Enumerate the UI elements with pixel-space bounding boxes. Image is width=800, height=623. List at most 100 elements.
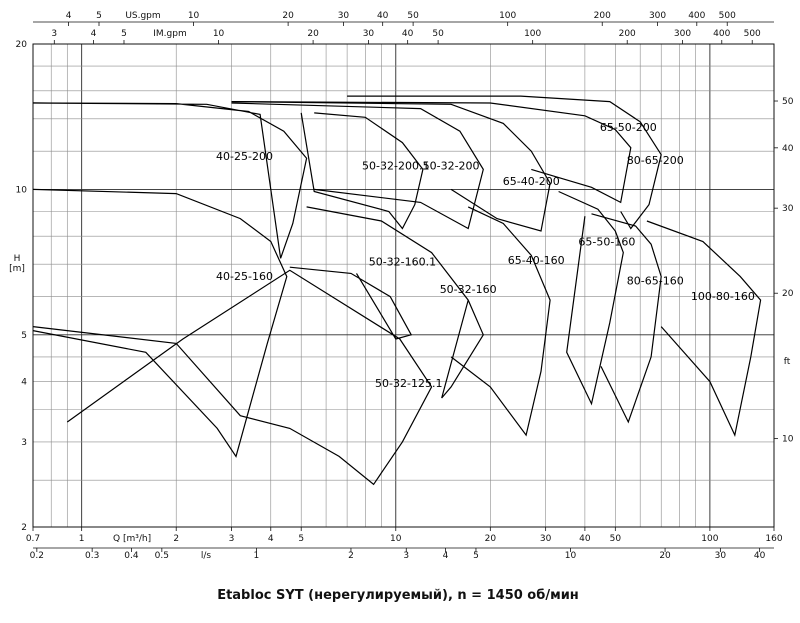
curve-labels: 40-25-200 40-25-160 50-32-125.1 50-32-160.1… bbox=[216, 121, 755, 390]
x-tick-label-imgpm: 10 bbox=[213, 29, 225, 39]
x-axis-label-m3h: Q [m³/h] bbox=[113, 534, 151, 544]
x-tick-label-m3h: 30 bbox=[540, 534, 552, 544]
curve-label-100-80-160: 100-80-160 bbox=[691, 290, 755, 303]
curve-65-40-200 bbox=[231, 101, 551, 232]
x-tick-label-ls: 3 bbox=[403, 551, 409, 561]
x-tick-label-usgpm: 10 bbox=[188, 11, 200, 21]
x-tick-label-ls: 2 bbox=[348, 551, 354, 561]
x-tick-label-usgpm: 5 bbox=[96, 11, 102, 21]
x-tick-label-ls: 0.3 bbox=[85, 551, 99, 561]
x-tick-label-usgpm: 400 bbox=[688, 11, 705, 21]
curve-label-80-65-160: 80-65-160 bbox=[627, 275, 684, 288]
x-tick-label-imgpm: 5 bbox=[121, 29, 127, 39]
x-tick-label-usgpm: 50 bbox=[407, 11, 419, 21]
x-tick-label-imgpm: 40 bbox=[402, 29, 414, 39]
curve-label-65-50-160: 65-50-160 bbox=[578, 236, 635, 249]
curve-65-50-200 bbox=[231, 101, 632, 204]
x-tick-label-imgpm: 400 bbox=[713, 29, 730, 39]
x-tick-label-imgpm: 30 bbox=[363, 29, 375, 39]
curve-label-80-65-200: 80-65-200 bbox=[627, 154, 684, 167]
x-tick-label-usgpm: 20 bbox=[282, 11, 294, 21]
curve-50-32-200 bbox=[231, 102, 484, 230]
curve-100-80-160 bbox=[646, 220, 762, 438]
x-tick-label-usgpm: 500 bbox=[719, 11, 736, 21]
curve-label-50-32-200: 50-32-200 bbox=[423, 159, 480, 172]
x-axis-label-ls: l/s bbox=[201, 551, 212, 561]
x-tick-label-usgpm: 4 bbox=[66, 11, 72, 21]
x-tick-label-usgpm: 200 bbox=[594, 11, 611, 21]
x-tick-label-m3h: 20 bbox=[485, 534, 497, 544]
x-tick-label-imgpm: 500 bbox=[744, 29, 761, 39]
x-tick-label-imgpm: 100 bbox=[524, 29, 541, 39]
plot-frame bbox=[32, 43, 775, 528]
curve-50-32-160.1 bbox=[289, 266, 413, 340]
x-tick-label-usgpm: 300 bbox=[649, 11, 666, 21]
curve-label-50-32-160: 50-32-160 bbox=[440, 283, 497, 296]
x-tick-label-m3h: 2 bbox=[173, 534, 179, 544]
x-tick-label-m3h: 10 bbox=[390, 534, 402, 544]
curve-80-65-160 bbox=[591, 213, 662, 424]
x-tick-label-ls: 5 bbox=[473, 551, 479, 561]
y-axis-label-h: H bbox=[14, 254, 21, 264]
curve-label-50-32-125.1: 50-32-125.1 bbox=[375, 377, 442, 390]
x-tick-label-imgpm: 50 bbox=[432, 29, 444, 39]
y-tick-label-ft: 30 bbox=[782, 204, 794, 214]
curve-65-50-160 bbox=[558, 190, 624, 406]
curve-label-40-25-200: 40-25-200 bbox=[216, 150, 273, 163]
y-tick-label-m: 4 bbox=[21, 378, 27, 388]
x-tick-label-usgpm: 40 bbox=[377, 11, 389, 21]
x-tick-label-ls: 40 bbox=[754, 551, 766, 561]
y-tick-label-m: 3 bbox=[21, 438, 27, 448]
x-axis-label-imgpm: IM.gpm bbox=[153, 29, 186, 39]
curve-50-32-160 bbox=[306, 206, 484, 399]
y-tick-label-ft: 10 bbox=[782, 435, 794, 445]
y-tick-label-m: 2 bbox=[21, 523, 27, 533]
curve-label-65-50-200: 65-50-200 bbox=[600, 121, 657, 134]
x-tick-label-ls: 10 bbox=[565, 551, 577, 561]
y-tick-label-m: 20 bbox=[16, 40, 28, 50]
y-tick-label-ft: 40 bbox=[782, 144, 794, 154]
x-tick-label-usgpm: 100 bbox=[499, 11, 516, 21]
x-tick-label-m3h: 5 bbox=[298, 534, 304, 544]
x-tick-label-m3h: 0.7 bbox=[26, 534, 40, 544]
y-tick-label-m: 10 bbox=[16, 185, 28, 195]
curve-label-50-32-160.1: 50-32-160.1 bbox=[369, 256, 436, 269]
curve-label-65-40-160: 65-40-160 bbox=[508, 254, 565, 267]
x-tick-label-m3h: 100 bbox=[701, 534, 718, 544]
x-tick-label-usgpm: 30 bbox=[338, 11, 350, 21]
x-tick-label-ls: 20 bbox=[659, 551, 671, 561]
x-tick-label-m3h: 1 bbox=[79, 534, 85, 544]
x-tick-label-imgpm: 20 bbox=[307, 29, 319, 39]
curve-40-25-200 bbox=[32, 102, 308, 259]
curve-80-65-200 bbox=[347, 95, 662, 230]
x-tick-label-ls: 0.5 bbox=[155, 551, 169, 561]
y-tick-label-ft: 50 bbox=[782, 97, 794, 107]
y-axis-label-unit: [m] bbox=[9, 264, 25, 274]
x-axis-label-usgpm: US.gpm bbox=[125, 11, 160, 21]
y-tick-label-ft: 20 bbox=[782, 289, 794, 299]
y-axis-label-ft: ft bbox=[784, 357, 791, 367]
x-tick-label-ls: 0.4 bbox=[124, 551, 139, 561]
x-tick-label-imgpm: 4 bbox=[91, 29, 97, 39]
pump-curves bbox=[32, 95, 762, 486]
curve-50-32-200.1 bbox=[300, 112, 424, 230]
x-tick-label-imgpm: 3 bbox=[51, 29, 57, 39]
x-tick-label-ls: 0.2 bbox=[30, 551, 44, 561]
x-tick-label-m3h: 4 bbox=[268, 534, 274, 544]
chart-caption: Etabloc SYT (нерегулируемый), n = 1450 о… bbox=[217, 588, 579, 603]
x-tick-label-m3h: 3 bbox=[229, 534, 235, 544]
x-tick-label-m3h: 40 bbox=[579, 534, 591, 544]
curve-label-65-40-200: 65-40-200 bbox=[503, 175, 560, 188]
x-tick-label-ls: 30 bbox=[715, 551, 727, 561]
curve-label-40-25-160: 40-25-160 bbox=[216, 270, 273, 283]
x-tick-label-ls: 1 bbox=[254, 551, 260, 561]
x-tick-label-imgpm: 300 bbox=[674, 29, 691, 39]
y-tick-label-m: 5 bbox=[21, 331, 27, 341]
x-tick-label-ls: 4 bbox=[443, 551, 449, 561]
x-tick-label-imgpm: 200 bbox=[619, 29, 636, 39]
curve-label-50-32-200.1: 50-32-200.1 bbox=[362, 159, 429, 172]
curve-40-25-160 bbox=[32, 188, 288, 458]
curve-50-32-125.1 bbox=[32, 269, 433, 486]
